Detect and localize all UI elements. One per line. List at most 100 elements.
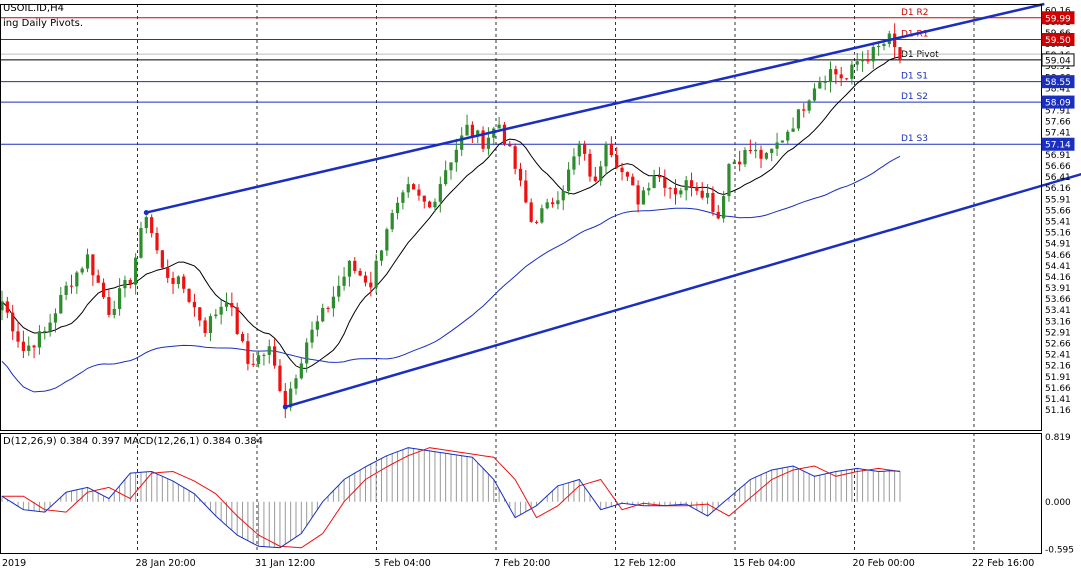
y-tick-label: 52.41 (1045, 351, 1071, 361)
candle-body (59, 295, 62, 313)
y-tick-label: 52.66 (1045, 340, 1071, 350)
candle-body (139, 228, 142, 258)
candle-body (38, 331, 41, 347)
candle-body (882, 44, 885, 46)
candle-body (401, 192, 404, 202)
candle-body (594, 177, 597, 182)
candle-body (316, 321, 319, 329)
candle-body (16, 331, 19, 341)
trendline-anchor[interactable] (144, 210, 149, 215)
candle-body (866, 60, 869, 61)
y-tick-label: 56.16 (1045, 184, 1071, 194)
candle-body (6, 301, 9, 312)
candle-body (540, 208, 543, 222)
candle-body (503, 125, 506, 145)
y-tick-label: 55.16 (1045, 229, 1071, 239)
candle-body (530, 202, 533, 221)
y-tick-label: 53.16 (1045, 317, 1071, 327)
y-tick-label: 55.91 (1045, 195, 1071, 205)
candle-body (636, 185, 639, 204)
y-tick-label: 53.41 (1045, 306, 1071, 316)
candle-body (204, 320, 207, 333)
x-tick-label: 12 Feb 12:00 (614, 558, 676, 569)
candle-body (872, 47, 875, 61)
candle-body (727, 164, 730, 196)
candle-body (765, 153, 768, 159)
price-tag-text: 58.09 (1045, 99, 1071, 109)
candle-body (508, 145, 511, 147)
candle-body (91, 254, 94, 275)
candle-body (198, 307, 201, 320)
y-tick-label: 56.91 (1045, 151, 1071, 161)
candle-body (658, 176, 661, 177)
candle-body (407, 184, 410, 192)
pivot-label: D1 Pivot (901, 50, 939, 60)
candle-body (193, 302, 196, 307)
candle-body (797, 109, 800, 128)
candle-body (898, 47, 901, 60)
candle-body (97, 275, 100, 282)
candle-body (369, 283, 372, 288)
y-tick-label: 57.66 (1045, 118, 1071, 128)
candle-body (829, 69, 832, 82)
x-tick-label: 31 Jan 12:00 (255, 558, 315, 569)
candle-body (49, 323, 52, 331)
candle-body (321, 308, 324, 321)
candle-body (70, 286, 73, 287)
candle-body (824, 82, 827, 83)
candle-body (278, 366, 281, 391)
candle-body (647, 188, 650, 190)
candle-body (813, 88, 816, 100)
candle-body (599, 166, 602, 181)
candle-body (342, 277, 345, 286)
candle-body (856, 61, 859, 64)
candle-body (273, 346, 276, 365)
symbol-title: USOIL.ID,H4 (3, 3, 64, 14)
y-tick-label: 54.91 (1045, 240, 1071, 250)
candle-body (236, 307, 239, 334)
y-tick-label: 56.41 (1045, 173, 1071, 183)
candle-body (711, 193, 714, 212)
candle-body (32, 346, 35, 348)
candle-body (11, 313, 14, 332)
trendline-anchor[interactable] (283, 404, 288, 409)
candle-body (262, 355, 265, 356)
price-tag-text: 59.99 (1045, 14, 1071, 24)
candle-body (498, 125, 501, 129)
candle-body (674, 188, 677, 194)
candle-body (359, 271, 362, 276)
candle-body (604, 144, 607, 166)
candle-body (230, 303, 233, 307)
candle-body (663, 177, 666, 188)
x-tick-label: 20 Feb 00:00 (853, 558, 915, 569)
candle-body (214, 315, 217, 317)
candle-body (177, 276, 180, 284)
candle-body (187, 289, 190, 302)
candle-body (802, 109, 805, 110)
candle-body (129, 280, 132, 285)
candle-body (893, 34, 896, 48)
candle-body (118, 288, 121, 309)
macd-header: D(12,26,9) 0.384 0.397 MACD(12,26,1) 0.3… (3, 436, 263, 447)
y-tick-label: 51.91 (1045, 373, 1071, 383)
candle-body (465, 125, 468, 136)
pivot-label: D1 S1 (901, 72, 928, 82)
candle-body (706, 193, 709, 198)
candle-body (620, 168, 623, 172)
candle-body (679, 190, 682, 194)
candle-body (642, 190, 645, 204)
macd-y-tick-label: 0.000 (1045, 498, 1071, 508)
y-tick-label: 53.66 (1045, 295, 1071, 305)
candle-body (808, 101, 811, 111)
candle-body (690, 180, 693, 187)
candle-body (562, 191, 565, 200)
candle-body (417, 190, 420, 196)
x-tick-label: 28 Jan 20:00 (136, 558, 196, 569)
candle-body (791, 129, 794, 132)
candle-body (455, 150, 458, 163)
candle-body (433, 202, 436, 208)
y-tick-label: 51.66 (1045, 384, 1071, 394)
candle-body (695, 187, 698, 191)
